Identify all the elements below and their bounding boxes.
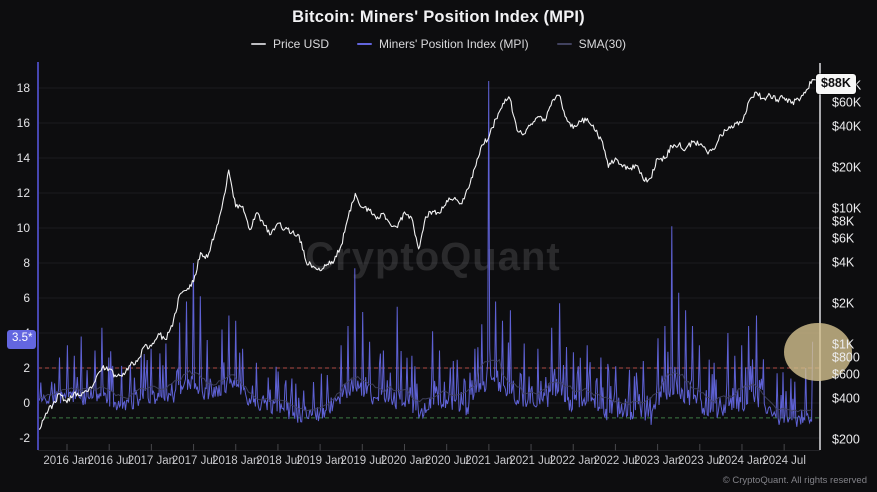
y-axis-price-tick-label: $10K xyxy=(832,202,862,216)
x-axis-tick-label: 2016 Jul xyxy=(87,455,130,467)
x-axis-tick-label: 2021 Jan xyxy=(465,455,512,467)
x-axis-tick-label: 2022 Jan xyxy=(550,455,597,467)
price-line-swatch-icon xyxy=(250,43,266,45)
y-axis-mpi-tick-label: 12 xyxy=(17,186,31,200)
legend-label-price: Price USD xyxy=(272,37,329,51)
y-axis-mpi-tick-label: 10 xyxy=(17,221,31,235)
sma-line-swatch-icon xyxy=(556,43,572,45)
y-axis-price-tick-label: $40K xyxy=(832,120,862,134)
y-axis-price-tick-label: $200 xyxy=(832,433,860,447)
current-price-badge: $88K xyxy=(816,74,856,94)
x-axis-tick-label: 2024 Jan xyxy=(718,455,765,467)
highlight-circle xyxy=(784,323,852,381)
copyright-notice: © CryptoQuant. All rights reserved xyxy=(722,475,867,486)
y-axis-mpi-tick-label: 14 xyxy=(17,151,31,165)
price-line xyxy=(38,79,819,430)
x-axis-tick-label: 2018 Jul xyxy=(256,455,299,467)
y-axis-price-tick-label: $1K xyxy=(832,338,855,352)
y-axis-mpi-tick-label: 2 xyxy=(23,361,30,375)
legend-item-sma[interactable]: SMA(30) xyxy=(556,37,627,51)
y-axis-price-tick-label: $6K xyxy=(832,232,855,246)
x-axis-tick-label: 2023 Jul xyxy=(678,455,721,467)
x-axis-tick-label: 2019 Jan xyxy=(296,455,343,467)
legend-item-mpi[interactable]: Miners' Position Index (MPI) xyxy=(357,37,529,51)
x-axis-tick-label: 2016 Jan xyxy=(43,455,90,467)
y-axis-mpi-tick-label: -2 xyxy=(19,431,30,445)
legend-label-sma: SMA(30) xyxy=(578,37,627,51)
mpi-line xyxy=(38,80,814,427)
x-axis-tick-label: 2019 Jul xyxy=(341,455,384,467)
watermark: CryptoQuant xyxy=(305,235,560,279)
y-axis-mpi-tick-label: 8 xyxy=(23,256,30,270)
page-title: Bitcoin: Miners' Position Index (MPI) xyxy=(292,8,585,26)
x-axis-tick-label: 2022 Jul xyxy=(594,455,637,467)
legend-label-mpi: Miners' Position Index (MPI) xyxy=(379,37,529,51)
x-axis-tick-label: 2024 Jul xyxy=(762,455,805,467)
y-axis-price-tick-label: $20K xyxy=(832,161,862,175)
y-axis-mpi-tick-label: 18 xyxy=(17,81,31,95)
y-axis-price-tick-label: $800 xyxy=(832,351,860,365)
current-mpi-badge: 3.5* xyxy=(7,330,37,349)
x-axis-tick-label: 2020 Jul xyxy=(425,455,468,467)
sma-line xyxy=(38,358,813,413)
y-axis-price-tick-label: $600 xyxy=(832,368,860,382)
y-axis-price-tick-label: $400 xyxy=(832,392,860,406)
x-axis-tick-label: 2018 Jan xyxy=(212,455,259,467)
y-axis-mpi-tick-label: 16 xyxy=(17,116,31,130)
y-axis-price-tick-label: $8K xyxy=(832,215,855,229)
y-axis-price-tick-label: $2K xyxy=(832,297,855,311)
y-axis-mpi-tick-label: 0 xyxy=(23,396,30,410)
legend: Price USD Miners' Position Index (MPI) S… xyxy=(0,37,877,51)
mpi-line-swatch-icon xyxy=(357,43,372,45)
x-axis-tick-label: 2017 Jan xyxy=(128,455,175,467)
y-axis-price-tick-label: $60K xyxy=(832,96,862,110)
y-axis-mpi-tick-label: 6 xyxy=(23,291,30,305)
y-axis-price-tick-label: $4K xyxy=(832,256,855,270)
x-axis-tick-label: 2017 Jul xyxy=(172,455,215,467)
x-axis-tick-label: 2021 Jul xyxy=(509,455,552,467)
x-axis-tick-label: 2023 Jan xyxy=(634,455,681,467)
legend-item-price[interactable]: Price USD xyxy=(250,37,329,51)
x-axis-tick-label: 2020 Jan xyxy=(381,455,428,467)
